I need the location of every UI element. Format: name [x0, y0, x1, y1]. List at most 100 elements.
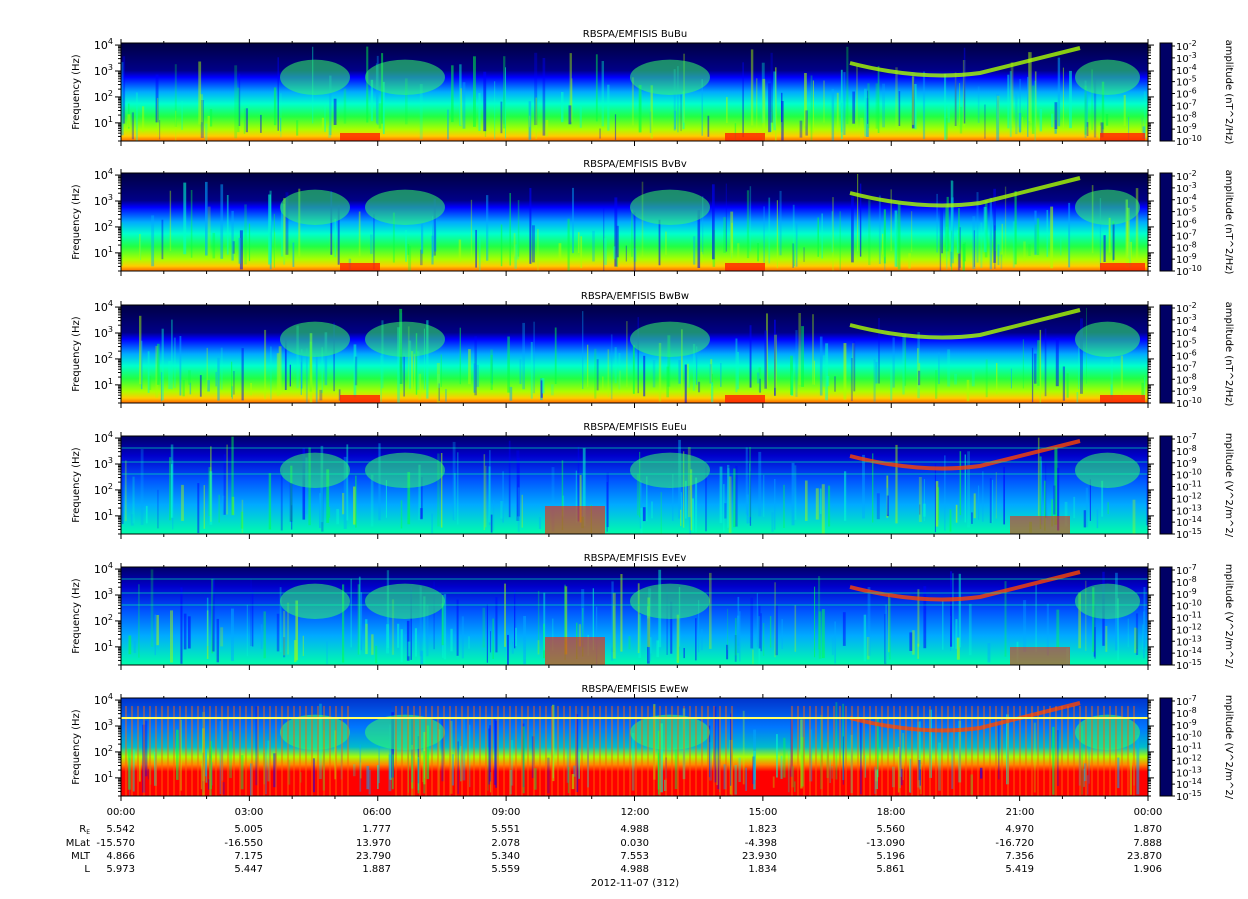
- colorbar-tick-label: 10-8: [1176, 240, 1197, 254]
- y-tick-label: 103: [94, 587, 113, 602]
- colorbar-tick-label: 10-7: [1176, 563, 1197, 577]
- ephemeris-value: 5.551: [491, 824, 520, 835]
- colorbar-tick-label: 10-9: [1176, 718, 1197, 732]
- y-tick-label: 102: [94, 351, 113, 366]
- ephemeris-value: 5.419: [1005, 864, 1034, 875]
- colorbar-tick-label: 10-7: [1176, 228, 1197, 242]
- ephemeris-value: 1.870: [1133, 824, 1162, 835]
- spectrogram-texture: [121, 569, 1148, 665]
- colorbar-label: mplitude (V^2/m^2/: [1223, 433, 1234, 538]
- panel-title: RBSPA/EMFISIS BuBu: [583, 29, 687, 40]
- colorbar-tick-label: 10-10: [1176, 599, 1202, 613]
- time-tick-label: 12:00: [621, 807, 650, 818]
- ephemeris-value: 7.356: [1005, 851, 1034, 862]
- ephemeris-value: 7.175: [234, 851, 263, 862]
- ephemeris-value: 23.930: [742, 851, 777, 862]
- colorbar-label: amplitude (nT^2/Hz): [1223, 302, 1234, 407]
- colorbar-tick-label: 10-12: [1176, 753, 1202, 767]
- y-tick-label: 102: [94, 744, 113, 759]
- ephemeris-values: 5.542 5.005 1.777 5.551 4.988 1.823 5.560 4.970…: [96, 824, 1162, 875]
- colorbar-tick-label: 10-9: [1176, 122, 1197, 136]
- time-axis: 00:00 03:00 06:00 09:00 12:00 15:00 18:0…: [107, 807, 1163, 818]
- ephemeris-value: 1.834: [748, 864, 777, 875]
- y-tick-label: 101: [94, 245, 113, 260]
- colorbar-tick-label: 10-13: [1176, 765, 1202, 779]
- y-axis-label: Frequency (Hz): [71, 578, 82, 654]
- spectrogram-panel: RBSPA/EMFISIS EvEv 101 102 103 104 Frequency …: [71, 553, 1234, 672]
- date-label: 2012-11-07 (312): [591, 878, 679, 889]
- y-tick-label: 103: [94, 325, 113, 340]
- spectrogram-image: [121, 567, 1148, 665]
- ephemeris-value: 4.988: [620, 824, 649, 835]
- ephemeris-value: 5.447: [234, 864, 263, 875]
- colorbar-tick-label: 10-7: [1176, 432, 1197, 446]
- colorbar: [1159, 566, 1173, 666]
- time-tick-label: 03:00: [235, 807, 264, 818]
- time-tick-label: 15:00: [749, 807, 778, 818]
- y-tick-label: 104: [94, 299, 113, 314]
- y-tick-label: 101: [94, 639, 113, 654]
- spectrogram-texture: [121, 46, 1146, 141]
- y-tick-label: 101: [94, 115, 113, 130]
- spectrogram-panel: RBSPA/EMFISIS EwEw 101 102 103 104 Frequency …: [71, 684, 1234, 803]
- y-axis-label: Frequency (Hz): [71, 447, 82, 523]
- panel-title: RBSPA/EMFISIS BwBw: [581, 291, 689, 302]
- panel-title: RBSPA/EMFISIS EuEu: [583, 422, 686, 433]
- colorbar-tick-label: 10-8: [1176, 110, 1197, 124]
- time-tick-label: 21:00: [1006, 807, 1035, 818]
- colorbar-label: amplitude (nT^2/Hz): [1223, 40, 1234, 145]
- spectrogram-image: [121, 698, 1148, 796]
- y-tick-label: 101: [94, 508, 113, 523]
- colorbar: [1159, 435, 1173, 535]
- ephemeris-label-mlt: MLT: [71, 851, 91, 862]
- spectrogram-panel: RBSPA/EMFISIS BvBv 101 102 103 104 Frequency …: [71, 159, 1234, 278]
- y-tick-label: 103: [94, 63, 113, 78]
- panels-group: RBSPA/EMFISIS BuBu 101 102 103 104 Frequency …: [71, 29, 1234, 803]
- colorbar-tick-label: 10-2: [1176, 169, 1197, 183]
- panel-title: RBSPA/EMFISIS EwEw: [581, 684, 688, 695]
- ephemeris-value: 5.559: [491, 864, 520, 875]
- colorbar-tick-label: 10-15: [1176, 789, 1202, 803]
- colorbar-tick-label: 10-13: [1176, 503, 1202, 517]
- colorbar-tick-label: 10-11: [1176, 742, 1202, 756]
- y-tick-label: 103: [94, 193, 113, 208]
- ephemeris-value: 0.030: [620, 838, 649, 849]
- y-tick-label: 103: [94, 718, 113, 733]
- y-tick-label: 102: [94, 89, 113, 104]
- time-tick-label: 18:00: [877, 807, 906, 818]
- colorbar-tick-label: 10-8: [1176, 706, 1197, 720]
- spectrogram-panel: RBSPA/EMFISIS BuBu 101 102 103 104 Frequency …: [71, 29, 1234, 148]
- colorbar-tick-label: 10-4: [1176, 63, 1197, 77]
- time-tick-label: 06:00: [363, 807, 392, 818]
- colorbar-tick-label: 10-12: [1176, 491, 1202, 505]
- colorbar-tick-label: 10-5: [1176, 205, 1197, 219]
- y-tick-label: 102: [94, 219, 113, 234]
- ephemeris-value: -15.570: [96, 838, 135, 849]
- colorbar-tick-label: 10-8: [1176, 372, 1197, 386]
- ephemeris-label-mlat: MLat: [66, 838, 90, 849]
- ephemeris-value: 23.790: [356, 851, 391, 862]
- colorbar-tick-label: 10-5: [1176, 337, 1197, 351]
- ephemeris-value: 2.078: [491, 838, 520, 849]
- ephemeris-label-sub: E: [86, 829, 90, 836]
- ephemeris-value: -4.398: [745, 838, 777, 849]
- colorbar-tick-label: 10-7: [1176, 694, 1197, 708]
- ephemeris-value: 7.553: [620, 851, 649, 862]
- colorbar-tick-label: 10-9: [1176, 384, 1197, 398]
- ephemeris-value: 1.906: [1133, 864, 1162, 875]
- ephemeris-value: -16.550: [224, 838, 263, 849]
- y-tick-label: 102: [94, 613, 113, 628]
- time-tick-label: 09:00: [492, 807, 521, 818]
- colorbar-tick-label: 10-15: [1176, 527, 1202, 541]
- colorbar-tick-label: 10-3: [1176, 313, 1197, 327]
- spectrogram-texture: [139, 307, 1146, 403]
- panel-title: RBSPA/EMFISIS BvBv: [583, 159, 687, 170]
- y-tick-label: 104: [94, 561, 113, 576]
- ephemeris-label-l: L: [84, 864, 90, 875]
- colorbar-tick-label: 10-10: [1176, 396, 1202, 410]
- colorbar-tick-label: 10-9: [1176, 252, 1197, 266]
- ephemeris-value: 5.542: [106, 824, 135, 835]
- colorbar-tick-label: 10-6: [1176, 87, 1197, 101]
- ephemeris-value: 5.005: [234, 824, 263, 835]
